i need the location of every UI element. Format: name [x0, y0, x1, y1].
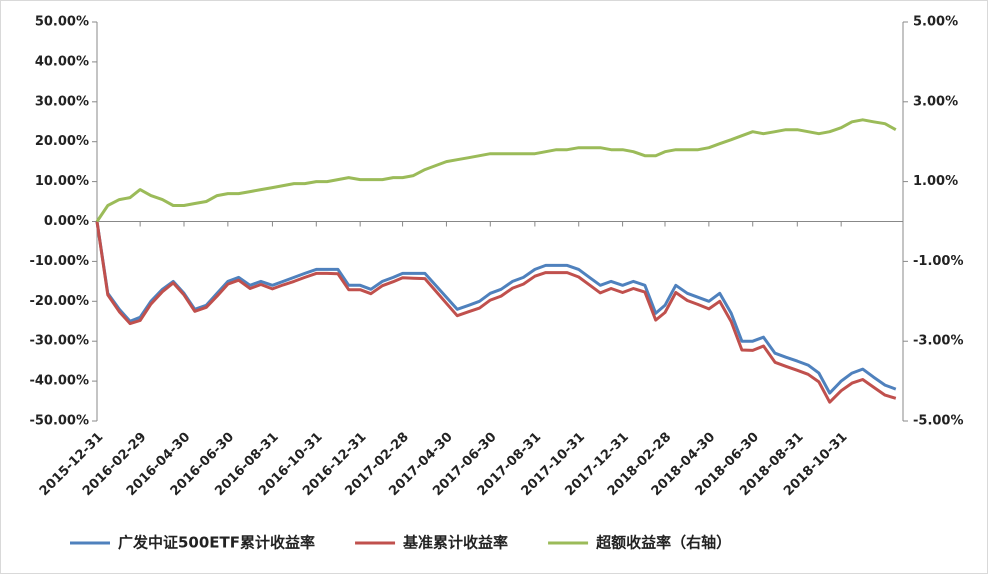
legend: 广发中证500ETF累计收益率 基准累计收益率 超额收益率（右轴）: [70, 534, 731, 552]
legend-label: 基准累计收益率: [402, 534, 508, 552]
series-line: [95, 221, 897, 404]
y-tick-label: 0.00%: [44, 214, 89, 229]
y-tick-label: 10.00%: [35, 174, 89, 189]
y-tick-label: -20.00%: [29, 294, 89, 309]
y-tick-label: -10.00%: [29, 254, 89, 269]
y2-tick-label: -5.00%: [913, 414, 964, 429]
series-line: [95, 221, 897, 395]
y2-tick-label: 5.00%: [913, 15, 958, 30]
y2-tick-label: -3.00%: [913, 334, 964, 349]
y2-tick-label: 1.00%: [913, 174, 958, 189]
y-tick-label: 20.00%: [35, 134, 89, 149]
series-line: [95, 118, 897, 223]
y-tick-label: 40.00%: [35, 54, 89, 69]
y-tick-label: 30.00%: [35, 94, 89, 109]
y-tick-label: -50.00%: [29, 414, 89, 429]
y-tick-label: -30.00%: [29, 334, 89, 349]
y-tick-label: -40.00%: [29, 374, 89, 389]
legend-label: 广发中证500ETF累计收益率: [118, 534, 315, 552]
y2-tick-label: -1.00%: [913, 254, 964, 269]
y2-tick-label: 3.00%: [913, 94, 958, 109]
y-tick-label: 50.00%: [35, 15, 89, 30]
legend-label: 超额收益率（右轴）: [595, 534, 731, 552]
